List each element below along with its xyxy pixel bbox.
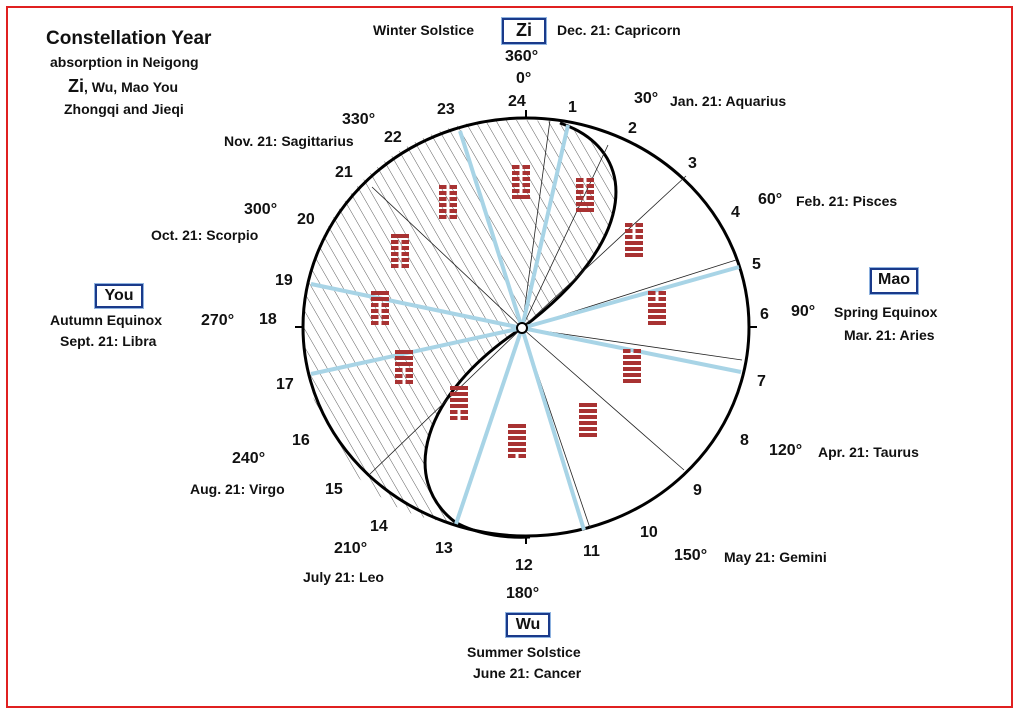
virgo-label: Aug. 21: Virgo bbox=[190, 481, 285, 497]
deg-360: 360° bbox=[505, 48, 539, 65]
division-line bbox=[369, 327, 523, 475]
deg-240: 240° bbox=[232, 450, 266, 467]
division-line bbox=[521, 119, 551, 329]
deg-0: 0° bbox=[516, 70, 532, 87]
cancer-label: June 21: Cancer bbox=[473, 665, 582, 681]
division-number-4: 4 bbox=[731, 204, 740, 221]
deg-330: 330° bbox=[342, 111, 376, 128]
title-line-1: Constellation Year bbox=[46, 28, 212, 49]
light-blue-spokes bbox=[310, 124, 742, 531]
division-number-20: 20 bbox=[297, 211, 315, 228]
spoke-line bbox=[310, 282, 523, 330]
deg-60: 60° bbox=[758, 191, 783, 208]
s-curve bbox=[423, 121, 618, 539]
deg-300: 300° bbox=[244, 201, 278, 218]
spoke-line bbox=[521, 326, 742, 374]
hexagram-guai bbox=[623, 349, 641, 383]
hexagram-dun bbox=[450, 386, 468, 420]
division-number-7: 7 bbox=[757, 373, 766, 390]
hexagram-fu bbox=[512, 165, 530, 199]
division-line bbox=[521, 144, 609, 329]
division-number-16: 16 bbox=[292, 432, 310, 449]
division-number-1: 1 bbox=[568, 99, 577, 116]
zi-box: Zi bbox=[502, 18, 546, 44]
hexagram-kun bbox=[439, 185, 457, 219]
division-number-17: 17 bbox=[276, 376, 294, 393]
scorpio-label: Oct. 21: Scorpio bbox=[151, 227, 259, 243]
autumn-equinox-label: Autumn Equinox bbox=[50, 312, 162, 328]
hexagram-lin bbox=[576, 178, 594, 212]
deg-180: 180° bbox=[506, 585, 540, 602]
division-number-3: 3 bbox=[688, 155, 697, 172]
deg-150: 150° bbox=[674, 547, 708, 564]
title-line-3: Zi, Wu, Mao You bbox=[68, 76, 178, 97]
division-number-8: 8 bbox=[740, 432, 749, 449]
division-number-2: 2 bbox=[628, 120, 637, 137]
division-number-13: 13 bbox=[435, 540, 453, 557]
pisces-label: Feb. 21: Pisces bbox=[796, 193, 898, 209]
hexagrams bbox=[371, 165, 666, 458]
spoke-line bbox=[458, 130, 524, 329]
division-number-18: 18 bbox=[259, 311, 277, 328]
division-number-11: 11 bbox=[583, 543, 600, 560]
title-line-4: Zhongqi and Jieqi bbox=[64, 101, 184, 117]
division-number-21: 21 bbox=[335, 164, 353, 181]
title-line-2: absorption in Neigong bbox=[50, 54, 199, 70]
capricorn-label: Dec. 21: Capricorn bbox=[557, 22, 681, 38]
title-zi: Zi bbox=[68, 76, 84, 96]
winter-solstice-label: Winter Solstice bbox=[373, 22, 475, 38]
leo-label: July 21: Leo bbox=[303, 569, 384, 585]
division-number-19: 19 bbox=[275, 272, 293, 289]
center-point bbox=[516, 322, 528, 334]
division-line bbox=[521, 175, 687, 329]
division-number-10: 10 bbox=[640, 524, 658, 541]
hexagram-qian bbox=[579, 403, 597, 437]
title-line-3-rest: , Wu, Mao You bbox=[84, 79, 179, 95]
division-number-15: 15 bbox=[325, 481, 343, 498]
tick-marks bbox=[295, 110, 757, 544]
division-number-5: 5 bbox=[752, 256, 761, 273]
libra-label: Sept. 21: Libra bbox=[60, 333, 157, 349]
deg-30: 30° bbox=[634, 90, 659, 107]
spoke-line bbox=[520, 124, 570, 329]
spoke-line bbox=[310, 326, 523, 376]
division-number-6: 6 bbox=[760, 306, 769, 323]
hexagram-pi bbox=[395, 350, 413, 384]
summer-solstice-label: Summer Solstice bbox=[467, 644, 581, 660]
deg-270: 270° bbox=[201, 312, 235, 329]
you-box: You bbox=[95, 284, 143, 308]
hexagram-guan bbox=[371, 291, 389, 325]
deg-210: 210° bbox=[334, 540, 368, 557]
division-line bbox=[371, 186, 523, 329]
division-number-23: 23 bbox=[437, 101, 455, 118]
aries-label: Mar. 21: Aries bbox=[844, 327, 935, 343]
yin-region bbox=[302, 120, 616, 522]
division-line bbox=[521, 327, 685, 471]
aquarius-label: Jan. 21: Aquarius bbox=[670, 93, 787, 109]
spoke-line bbox=[454, 327, 524, 525]
mao-box: Mao bbox=[870, 268, 918, 294]
border-frame bbox=[6, 6, 1013, 708]
deg-90: 90° bbox=[791, 303, 816, 320]
division-number-22: 22 bbox=[384, 129, 402, 146]
division-number-12: 12 bbox=[515, 557, 533, 574]
hexagram-bo bbox=[391, 234, 409, 268]
deg-120: 120° bbox=[769, 442, 803, 459]
hexagram-dazhuang bbox=[648, 291, 666, 325]
sagittarius-label: Nov. 21: Sagittarius bbox=[224, 133, 354, 149]
spoke-line bbox=[520, 327, 586, 531]
gemini-label: May 21: Gemini bbox=[724, 549, 827, 565]
hexagram-gou bbox=[508, 424, 526, 458]
wu-box: Wu bbox=[506, 613, 550, 637]
spoke-line bbox=[521, 265, 740, 330]
division-number-14: 14 bbox=[370, 518, 388, 535]
spring-equinox-label: Spring Equinox bbox=[834, 304, 938, 320]
taurus-label: Apr. 21: Taurus bbox=[818, 444, 919, 460]
division-number-9: 9 bbox=[693, 482, 702, 499]
hexagram-tai bbox=[625, 223, 643, 257]
division-number-24: 24 bbox=[508, 93, 526, 110]
